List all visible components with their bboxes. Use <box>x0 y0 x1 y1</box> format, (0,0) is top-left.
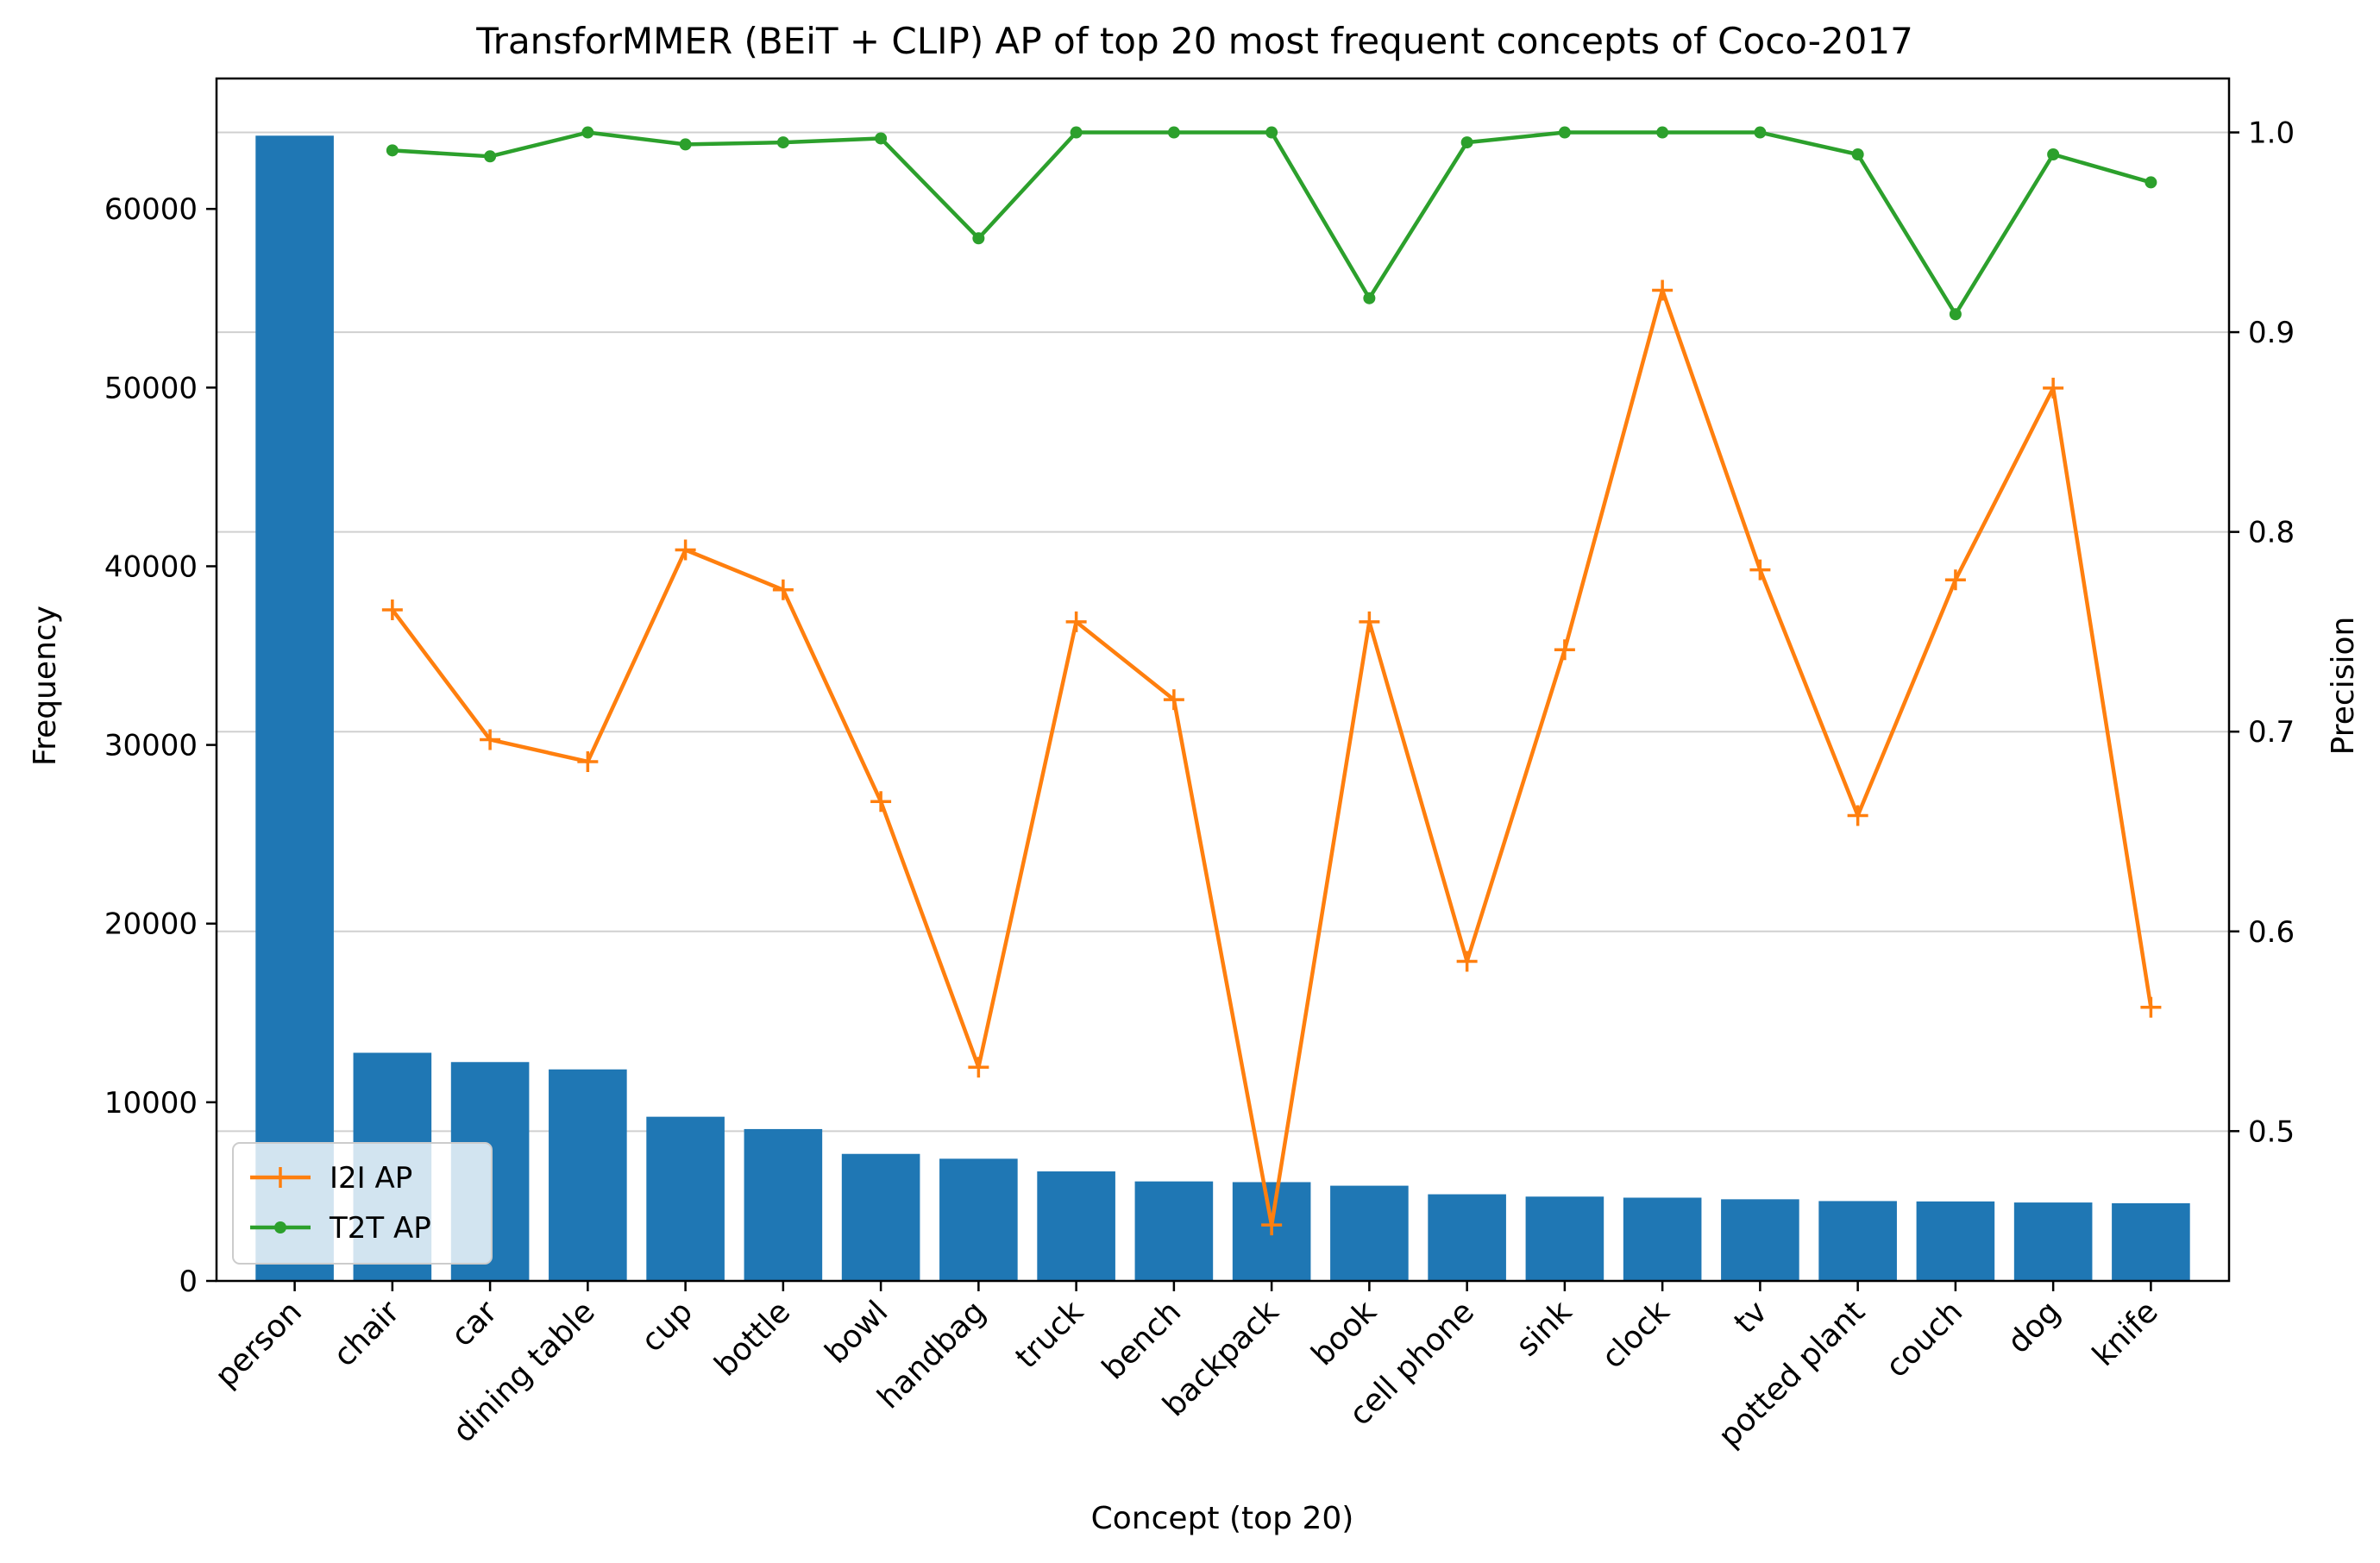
bar <box>1330 1185 1409 1281</box>
data-point <box>1652 279 1674 301</box>
data-point <box>480 729 501 750</box>
data-point <box>1754 126 1767 139</box>
legend-label: T2T AP <box>329 1211 431 1246</box>
x-tick-label: couch <box>1879 1294 1969 1384</box>
bar <box>549 1069 627 1281</box>
y2-tick-label: 0.6 <box>2248 915 2295 950</box>
data-point <box>1656 126 1669 139</box>
bar <box>744 1128 823 1281</box>
data-point <box>1749 559 1771 581</box>
bar <box>1428 1194 1506 1281</box>
x-tick-label: bench <box>1096 1294 1188 1386</box>
data-point <box>776 136 789 149</box>
x-tick-label: bowl <box>819 1294 895 1371</box>
data-point <box>968 1057 989 1078</box>
data-point <box>679 138 692 151</box>
bar <box>646 1116 725 1281</box>
data-point <box>1070 126 1083 139</box>
bar <box>1525 1196 1604 1281</box>
x-tick-label: chair <box>327 1294 406 1373</box>
data-point <box>581 126 594 139</box>
y2-tick-label: 0.8 <box>2248 516 2295 550</box>
data-point <box>772 579 794 600</box>
data-point <box>2047 148 2060 160</box>
data-point <box>1163 689 1184 711</box>
data-point <box>2145 176 2157 189</box>
y2-tick-label: 0.5 <box>2248 1114 2295 1149</box>
bar <box>1916 1201 1995 1281</box>
bar <box>939 1158 1018 1281</box>
bar <box>1721 1199 1799 1281</box>
bar <box>1818 1201 1897 1281</box>
y2-tick-label: 0.7 <box>2248 715 2295 750</box>
data-point <box>972 232 985 245</box>
data-point <box>381 599 403 620</box>
data-point <box>1851 148 1864 160</box>
y-tick-label: 0 <box>179 1265 198 1299</box>
bar <box>1623 1197 1702 1281</box>
x-tick-label: truck <box>1009 1294 1090 1375</box>
data-point <box>1167 126 1180 139</box>
bar <box>1037 1171 1115 1281</box>
legend-marker <box>274 1221 286 1233</box>
data-point <box>577 750 599 772</box>
y2-tick-label: 1.0 <box>2248 116 2295 151</box>
data-point <box>2140 996 2162 1018</box>
x-tick-label: sink <box>1510 1294 1579 1363</box>
bar <box>841 1153 920 1281</box>
y-tick-label: 60000 <box>104 192 198 227</box>
series-line <box>392 130 2152 317</box>
x-tick-label: car <box>444 1294 504 1353</box>
y2-tick-label: 0.9 <box>2248 316 2295 350</box>
x-tick-label: bottle <box>708 1294 797 1383</box>
bar <box>1134 1181 1214 1281</box>
legend-label: I2I AP <box>330 1161 412 1196</box>
x-tick-label: dog <box>2001 1294 2068 1360</box>
y2-axis-label: Precision <box>2326 617 2361 756</box>
data-point <box>1261 1215 1283 1236</box>
bar <box>255 135 334 1281</box>
data-point <box>1944 569 1966 591</box>
data-point <box>1359 611 1380 632</box>
data-point <box>1456 951 1478 972</box>
data-point <box>1554 639 1575 661</box>
legend-box <box>232 1142 493 1265</box>
data-point <box>1558 126 1571 139</box>
y-tick-label: 10000 <box>104 1086 198 1120</box>
bar <box>2112 1202 2190 1281</box>
data-point <box>1949 308 1962 321</box>
chart-title: TransforMMER (BEiT + CLIP) AP of top 20 … <box>475 20 1913 62</box>
data-point <box>1847 805 1868 826</box>
x-tick-label: person <box>209 1294 309 1394</box>
y-tick-label: 40000 <box>104 549 198 584</box>
series-line <box>391 288 2153 1227</box>
data-point <box>1460 136 1473 149</box>
data-point <box>1265 126 1278 139</box>
x-tick-label: book <box>1305 1294 1384 1372</box>
x-tick-label: clock <box>1595 1294 1676 1375</box>
x-axis-label: Concept (top 20) <box>1091 1501 1354 1536</box>
y-tick-label: 50000 <box>104 371 198 405</box>
data-point <box>2043 377 2064 399</box>
x-tick-label: knife <box>2086 1294 2165 1373</box>
legend-marker <box>270 1167 291 1188</box>
y-axis-label: Frequency <box>28 606 63 766</box>
data-point <box>484 150 497 163</box>
data-point <box>870 791 892 813</box>
x-tick-label: tv <box>1728 1294 1774 1340</box>
y-tick-label: 20000 <box>104 907 198 942</box>
x-tick-label: handbag <box>871 1294 993 1415</box>
legend: I2I AP T2T AP <box>232 1142 493 1265</box>
x-tick-label: cup <box>635 1294 700 1359</box>
data-point <box>1065 611 1087 632</box>
bar <box>2013 1202 2093 1281</box>
plot-frame <box>215 77 2231 1283</box>
data-point <box>1363 292 1376 304</box>
y-tick-label: 30000 <box>104 729 198 763</box>
data-point <box>675 539 696 561</box>
data-point <box>386 144 399 157</box>
data-point <box>875 132 888 145</box>
